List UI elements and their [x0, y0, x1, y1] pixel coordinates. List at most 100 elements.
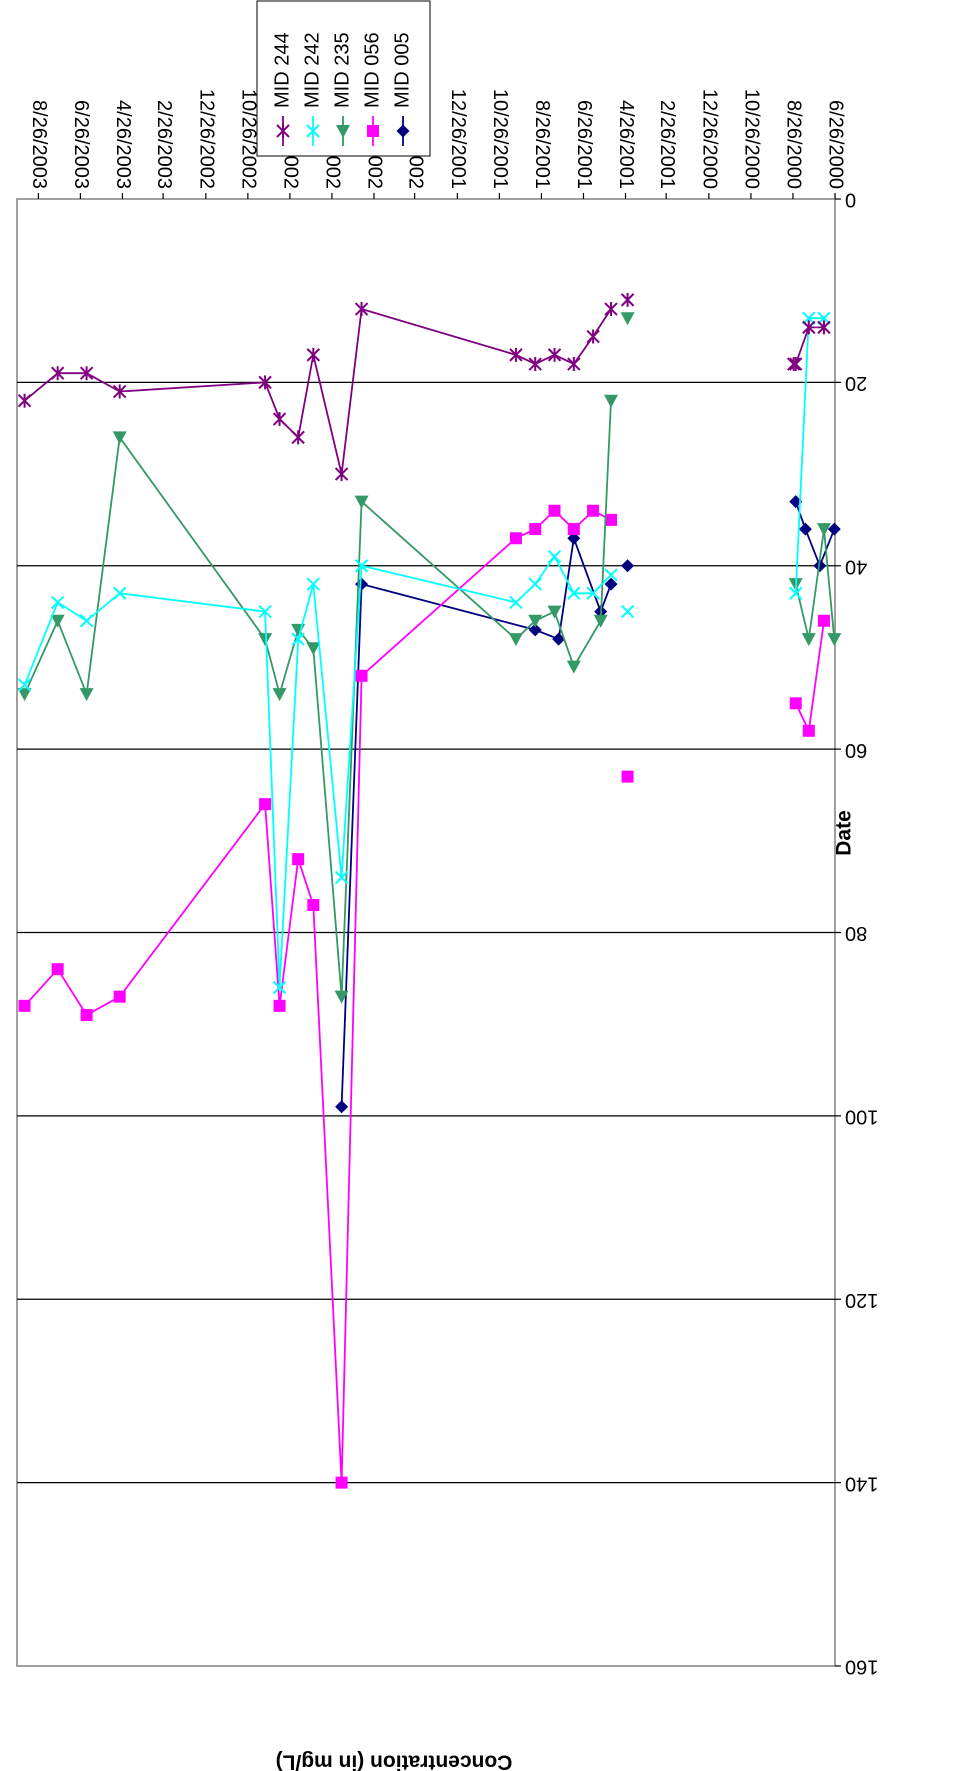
- legend-marker: [306, 124, 320, 138]
- data-point: [509, 532, 522, 545]
- data-point: [567, 586, 581, 600]
- series-line: [794, 501, 836, 569]
- marker-stroke: [272, 412, 287, 427]
- data-point: [79, 614, 94, 628]
- y-tick-label: 0: [845, 189, 856, 211]
- marker-stroke: [306, 577, 321, 591]
- data-point: [621, 770, 634, 783]
- data-point: [508, 633, 523, 647]
- data-point: [50, 366, 65, 381]
- data-point: [272, 688, 287, 702]
- marker-stroke: [291, 632, 305, 646]
- data-point: [291, 632, 305, 646]
- data-point: [621, 559, 635, 573]
- x-tick-label: 10/26/2001: [489, 89, 511, 189]
- data-point: [548, 504, 561, 517]
- data-point: [79, 366, 94, 381]
- legend-item: MID 242: [301, 32, 323, 146]
- data-point: [567, 357, 581, 372]
- data-point: [529, 523, 542, 536]
- marker-stroke: [79, 614, 94, 628]
- data-point: [605, 513, 618, 526]
- data-point: [620, 292, 635, 307]
- x-tick-label: 4/26/2003: [112, 100, 134, 189]
- data-point: [334, 990, 349, 1004]
- y-axis-label: Concentration (in mg/L): [276, 1750, 513, 1771]
- y-tick-label: 60: [845, 739, 867, 761]
- data-point: [112, 384, 127, 399]
- legend-label: MID 056: [361, 32, 383, 108]
- marker-stroke: [620, 604, 635, 619]
- data-point: [798, 522, 812, 536]
- x-tick-label: 12/26/2001: [447, 89, 469, 189]
- data-point: [259, 798, 272, 811]
- data-point: [80, 1009, 93, 1022]
- marker-stroke: [79, 366, 94, 381]
- data-point: [817, 320, 831, 335]
- x-tick-label: 6/26/2003: [70, 100, 92, 189]
- legend-label: MID 235: [331, 32, 353, 108]
- data-point: [334, 870, 349, 885]
- data-point: [272, 412, 287, 427]
- data-point: [273, 999, 286, 1012]
- marker-stroke: [567, 357, 581, 372]
- data-point: [509, 347, 523, 362]
- x-tick-label: 8/26/2000: [783, 100, 805, 189]
- x-tick-label: 12/26/2000: [699, 89, 721, 189]
- data-point: [620, 604, 635, 619]
- data-point: [258, 604, 272, 619]
- legend-label: MID 005: [391, 32, 413, 108]
- x-tick-label: 6/26/2000: [825, 100, 847, 189]
- y-tick-label: 100: [845, 1106, 878, 1128]
- marker-stroke: [620, 292, 635, 307]
- marker-stroke: [17, 678, 32, 692]
- data-point: [586, 329, 600, 344]
- marker-stroke: [354, 559, 369, 573]
- marker-stroke: [528, 577, 542, 591]
- data-point: [335, 1100, 349, 1114]
- data-point: [291, 430, 305, 445]
- marker-stroke: [817, 320, 831, 335]
- marker-stroke: [604, 568, 618, 582]
- legend-marker: [276, 124, 290, 138]
- marker-stroke: [789, 357, 803, 372]
- marker-stroke: [276, 124, 290, 138]
- marker-stroke: [547, 347, 562, 362]
- data-point: [801, 633, 816, 647]
- data-point: [789, 357, 803, 372]
- data-point: [335, 1476, 348, 1489]
- data-point: [827, 633, 842, 647]
- marker-stroke: [272, 980, 287, 995]
- data-point: [528, 357, 542, 372]
- legend-label: MID 242: [301, 32, 323, 108]
- marker-stroke: [547, 549, 562, 564]
- data-point: [587, 504, 600, 517]
- data-point: [593, 614, 608, 628]
- legend-label: MID 244: [271, 32, 293, 108]
- data-point: [306, 577, 321, 591]
- data-point: [802, 320, 816, 335]
- data-point: [258, 375, 272, 390]
- marker-stroke: [50, 366, 65, 381]
- data-point: [50, 595, 65, 610]
- data-point: [113, 990, 126, 1003]
- x-axis-label: Date: [833, 810, 856, 856]
- legend-item: MID 005: [391, 32, 413, 146]
- legend-item: MID 235: [331, 32, 353, 146]
- data-point: [786, 357, 801, 372]
- y-tick-label: 40: [845, 555, 867, 577]
- marker-stroke: [354, 302, 369, 317]
- marker-stroke: [604, 302, 618, 317]
- data-point: [816, 523, 831, 537]
- marker-stroke: [258, 604, 272, 619]
- series-mid-242: [17, 311, 831, 995]
- data-point: [17, 393, 32, 408]
- data-point: [817, 614, 830, 627]
- data-point: [547, 549, 562, 564]
- marker-stroke: [17, 393, 32, 408]
- data-point: [354, 495, 369, 509]
- data-point: [354, 559, 369, 573]
- data-point: [547, 605, 562, 619]
- x-tick-label: 12/26/2002: [196, 89, 218, 189]
- y-tick-label: 140: [845, 1472, 878, 1494]
